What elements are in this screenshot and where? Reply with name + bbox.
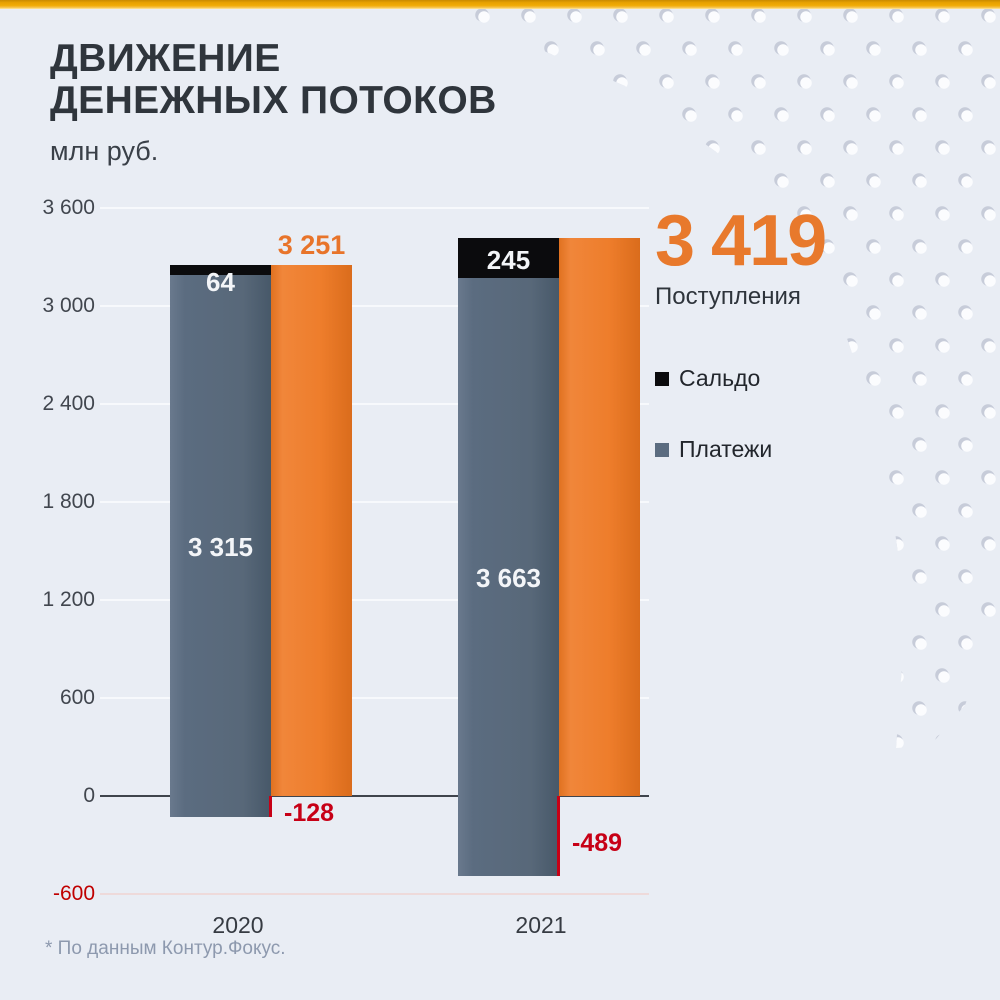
y-tick-label: 0 [83,784,95,807]
gridline [100,403,649,405]
gridline [100,893,649,895]
source-footnote: * По данным Контур.Фокус. [45,938,286,959]
payments-bar [170,275,271,817]
y-tick-label: 1 800 [42,490,95,513]
y-tick-label: 2 400 [42,392,95,415]
saldo-segment [170,265,271,276]
y-tick-label: 600 [59,686,95,709]
payments-value-label: 3 663 [475,562,542,593]
payments-legend-swatch [655,442,669,457]
y-tick-label: 1 200 [42,588,95,611]
y-tick-label: 3 600 [42,196,95,219]
gridline [100,795,649,797]
payments-value-label: 3 315 [187,532,254,563]
y-tick-label: -600 [52,882,95,905]
negative-marker-line [269,796,272,817]
top-accent-strip [0,0,1000,9]
highlight-value: 3 419 [655,201,827,281]
gridline [100,697,649,699]
receipts-bar [271,265,352,796]
legend-item-saldo: Сальдо [655,365,995,392]
x-axis-label: 2021 [515,912,567,938]
legend-item-payments: Платежи [655,436,995,463]
gridline [100,207,649,209]
page-title: ДВИЖЕНИЕ ДЕНЕЖНЫХ ПОТОКОВ [50,37,497,123]
saldo-segment [458,237,559,278]
payments-legend-label: Платежи [679,436,773,463]
saldo-value-label: 245 [486,244,531,275]
gridline [100,305,649,307]
negative-marker-line [557,796,560,876]
x-axis-label: 2020 [212,912,264,938]
negative-value-label: -489 [572,828,623,857]
gridline [100,599,649,601]
receipts-value-label: 3 251 [277,230,346,260]
saldo-value-label: 64 [206,267,235,297]
saldo-legend-label: Сальдо [679,365,761,392]
highlight-panel: 3 419 Поступления Сальдо Платежи [655,201,995,463]
receipts-bar [559,237,640,796]
header: ДВИЖЕНИЕ ДЕНЕЖНЫХ ПОТОКОВ млн руб. [50,37,497,167]
page-title-line2: ДЕНЕЖНЫХ ПОТОКОВ [50,79,497,123]
y-tick-label: 3 000 [42,294,95,317]
payments-bar [458,277,559,876]
saldo-legend-swatch [655,371,669,386]
units-subtitle: млн руб. [50,136,159,167]
negative-value-label: -128 [284,799,335,828]
gridline [100,501,649,503]
page-title-line1: ДВИЖЕНИЕ [50,37,281,80]
highlight-label: Поступления [655,283,801,311]
